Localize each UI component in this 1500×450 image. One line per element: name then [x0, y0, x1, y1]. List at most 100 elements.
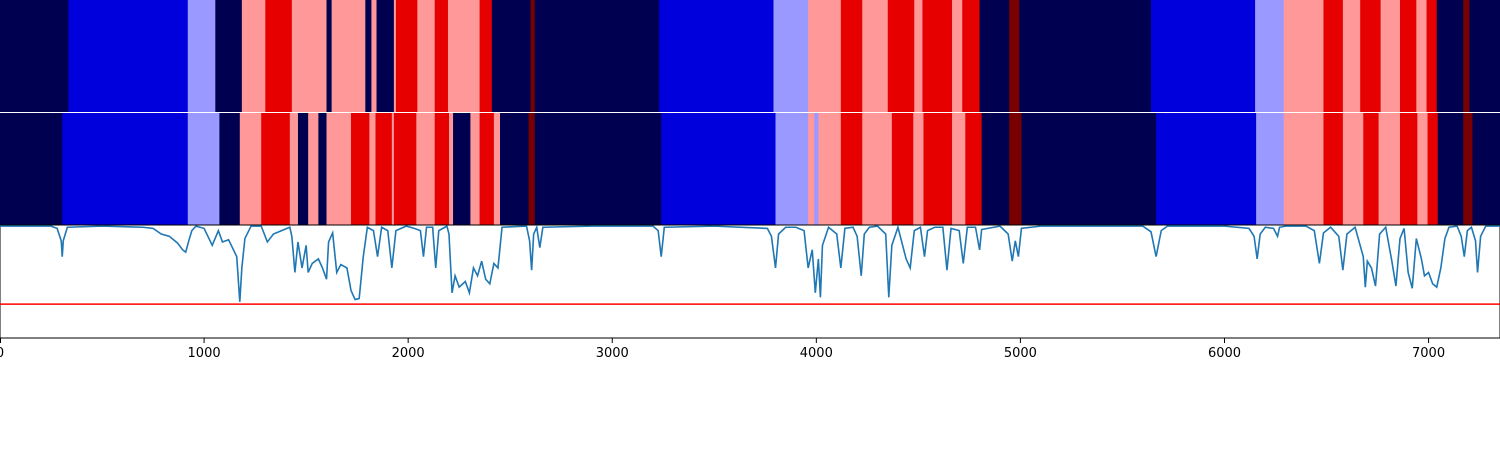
state-segment: [479, 0, 493, 112]
state-segment: [365, 0, 372, 112]
state-segment: [448, 113, 454, 225]
state-segment: [1009, 113, 1022, 225]
state-segment: [434, 0, 449, 112]
state-segment: [528, 113, 536, 225]
state-segment: [1472, 113, 1500, 225]
state-segment: [862, 113, 893, 225]
x-tick-label: 3000: [596, 346, 629, 361]
state-segment: [952, 0, 963, 112]
state-segment: [840, 113, 863, 225]
state-segment: [68, 0, 189, 112]
state-segment: [187, 0, 216, 112]
state-segment: [369, 113, 376, 225]
state-segment: [530, 0, 536, 112]
x-tick-label: 0: [0, 346, 4, 361]
state-segment: [0, 113, 63, 225]
state-segment: [434, 113, 450, 225]
x-axis: 0 1000 2000 3000 4000 5000 6000 7000: [0, 338, 1445, 361]
state-segment: [1256, 113, 1285, 225]
state-segment: [1427, 113, 1439, 225]
state-segment: [479, 113, 495, 225]
state-segment: [962, 0, 980, 112]
state-segment: [1009, 0, 1020, 112]
state-segment: [1378, 113, 1401, 225]
state-segment: [1463, 0, 1470, 112]
state-segment: [1342, 0, 1361, 112]
state-segment: [914, 0, 923, 112]
state-segment: [351, 113, 370, 225]
state-segment: [814, 113, 819, 225]
state-segment: [965, 113, 983, 225]
state-segment: [1283, 113, 1324, 225]
state-segment: [1463, 113, 1473, 225]
state-segment: [470, 113, 480, 225]
state-segment: [493, 113, 501, 225]
state-segment: [891, 113, 914, 225]
state-segment: [1255, 0, 1285, 112]
x-tick-label: 1000: [188, 346, 221, 361]
state-segment: [922, 0, 953, 112]
state-track-1: [0, 0, 1500, 112]
state-segment: [659, 0, 774, 112]
state-segment: [979, 0, 1010, 112]
x-tick-label: 2000: [392, 346, 425, 361]
state-segment: [1400, 113, 1418, 225]
state-segment: [215, 0, 243, 112]
state-segment: [913, 113, 924, 225]
state-segment: [291, 0, 327, 112]
state-segment: [1437, 113, 1464, 225]
state-segment: [453, 113, 471, 225]
state-segment: [308, 113, 319, 225]
state-segment: [491, 0, 532, 112]
state-tracks: [0, 0, 1500, 225]
state-segment: [534, 0, 660, 112]
state-segment: [265, 0, 293, 112]
state-segment: [1436, 0, 1464, 112]
state-segment: [187, 113, 220, 225]
state-segment: [1342, 113, 1364, 225]
x-tick-label: 5000: [1004, 346, 1037, 361]
state-segment: [376, 0, 395, 112]
state-segment: [1363, 113, 1379, 225]
state-segment: [395, 0, 418, 112]
state-segment: [952, 113, 966, 225]
state-segment: [416, 113, 436, 225]
state-segment: [887, 0, 915, 112]
state-segment: [239, 113, 262, 225]
state-segment: [219, 113, 241, 225]
state-segment: [862, 0, 889, 112]
series-line: [0, 224, 1500, 302]
state-segment: [1417, 113, 1428, 225]
state-segment: [1323, 113, 1344, 225]
state-segment: [808, 113, 815, 225]
state-segment: [326, 113, 352, 225]
state-segment: [1360, 0, 1382, 112]
state-track-2: [0, 113, 1500, 225]
state-segment: [1416, 0, 1427, 112]
state-segment: [1400, 0, 1417, 112]
state-segment: [1019, 0, 1152, 112]
state-segment: [1469, 0, 1500, 112]
state-segment: [534, 113, 662, 225]
state-segment: [289, 113, 299, 225]
state-segment: [775, 113, 809, 225]
state-segment: [1426, 0, 1438, 112]
state-segment: [1156, 113, 1257, 225]
state-segment: [1151, 0, 1256, 112]
state-segment: [1021, 113, 1157, 225]
state-segment: [1380, 0, 1401, 112]
state-segment: [62, 113, 189, 225]
state-segment: [923, 113, 953, 225]
state-segment: [808, 0, 842, 112]
line-panel-frame: [0, 224, 1500, 339]
state-segment: [981, 113, 1010, 225]
state-segment: [371, 0, 377, 112]
state-segment: [1283, 0, 1324, 112]
state-segment: [1323, 0, 1344, 112]
state-segment: [391, 113, 395, 225]
state-segment: [447, 0, 480, 112]
state-segment: [326, 0, 333, 112]
state-segment: [297, 113, 309, 225]
state-segment: [773, 0, 809, 112]
